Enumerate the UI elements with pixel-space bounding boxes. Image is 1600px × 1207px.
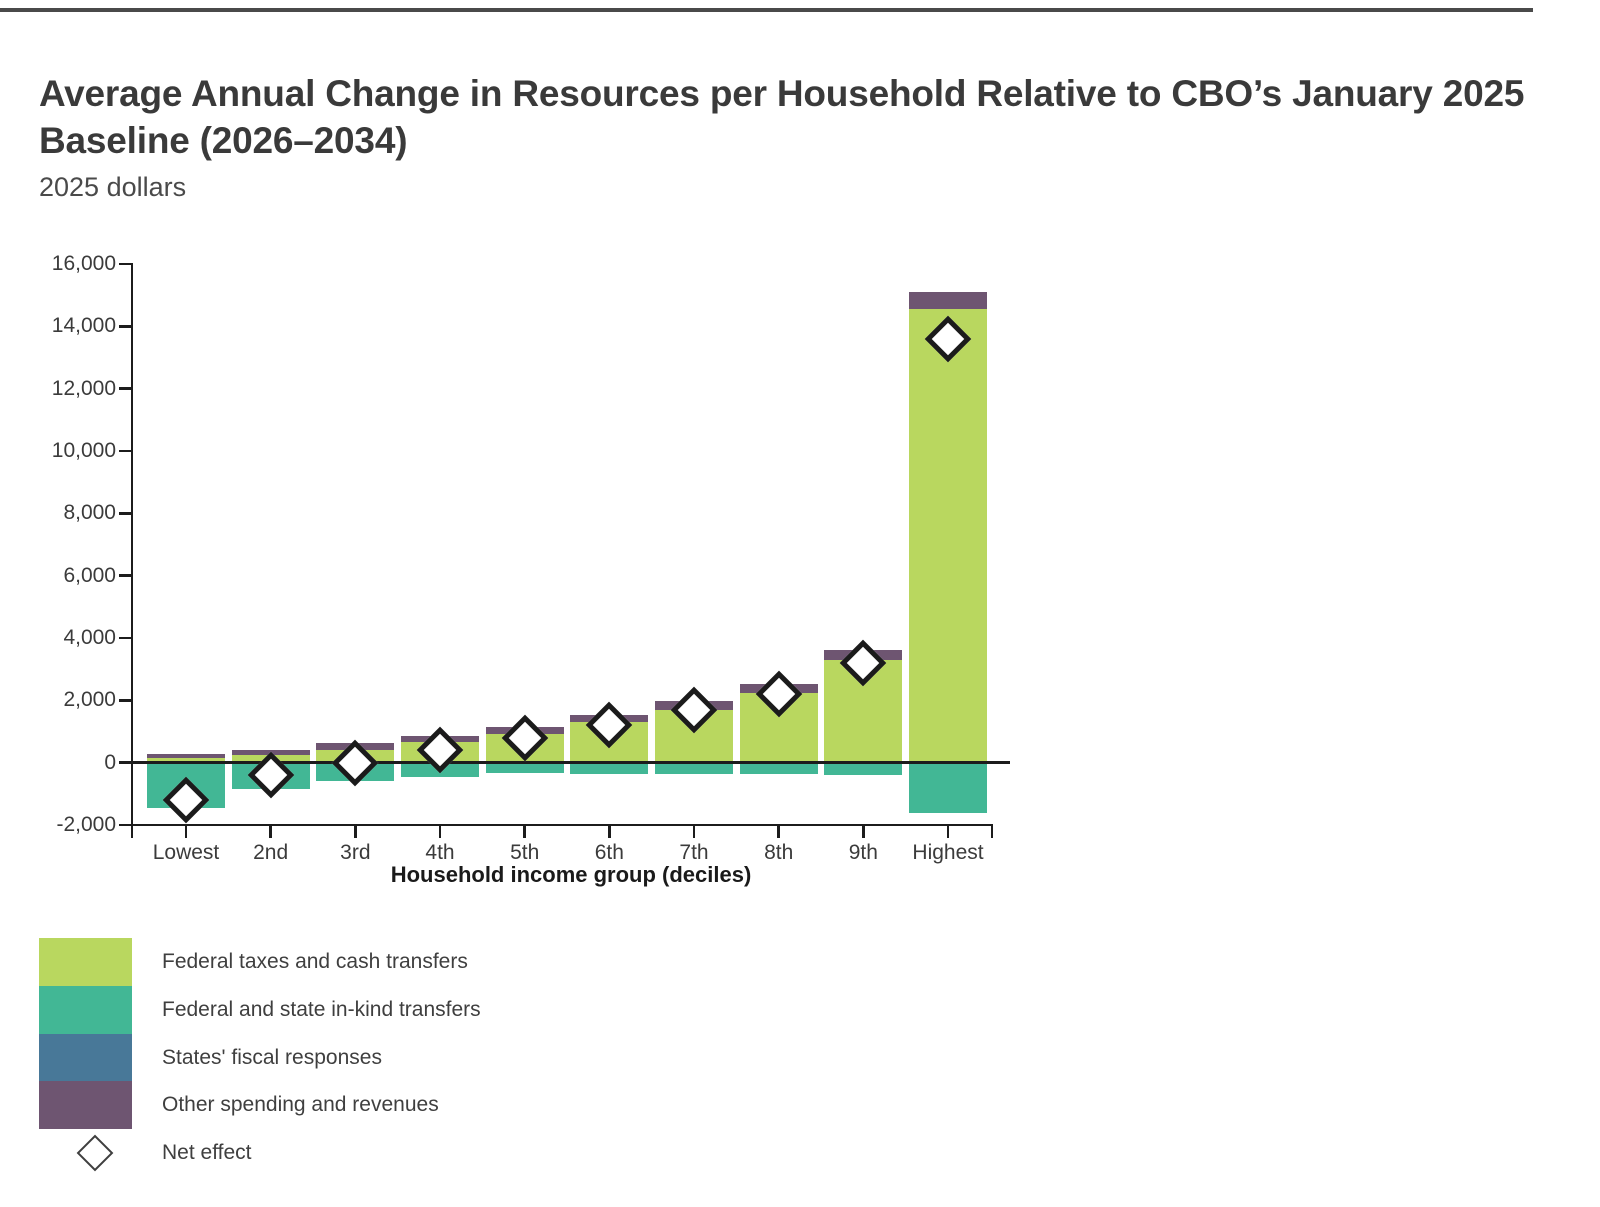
bar-segment-other-Highest — [909, 292, 988, 310]
y-tick — [119, 512, 132, 515]
legend-swatch-2 — [39, 985, 132, 1034]
x-tick-label: 8th — [764, 841, 794, 864]
y-tick — [119, 449, 132, 453]
x-tick-label: 6th — [594, 841, 624, 864]
top-divider — [0, 8, 1533, 12]
x-tick-label: Lowest — [152, 841, 220, 864]
bar-segment-taxes-cash-Lowest — [147, 757, 225, 763]
legend-swatch-1 — [39, 938, 132, 986]
x-tick-label: 4th — [425, 841, 455, 864]
x-tick-label: 9th — [848, 841, 878, 864]
legend-net-effect-icon — [76, 1134, 114, 1172]
chart-subtitle: 2025 dollars — [39, 172, 187, 202]
y-tick — [119, 262, 132, 266]
legend-label: Other spending and revenues — [162, 1093, 439, 1117]
bar-segment-inkind-5th — [485, 762, 564, 774]
chart-title: Average Annual Change in Resources per H… — [39, 70, 1529, 164]
chart-title-line1: Average Annual Change in Resources per H… — [39, 73, 1525, 114]
x-tick — [862, 825, 865, 838]
y-tick — [119, 823, 132, 827]
bar-segment-inkind-9th — [824, 762, 903, 776]
chart-title-line2: Baseline (2026–2034) — [39, 120, 408, 161]
bar-segment-inkind-8th — [739, 762, 818, 775]
x-tick — [777, 825, 780, 838]
y-tick — [119, 699, 132, 702]
x-tick — [269, 825, 272, 838]
bar-segment-other-Lowest — [147, 754, 225, 758]
legend-swatch-3 — [39, 1033, 132, 1082]
x-axis-spine — [130, 823, 993, 827]
x-axis-title: Household income group (deciles) — [390, 862, 752, 887]
y-tick-label: 10,000 — [51, 439, 116, 462]
y-tick-label: -2,000 — [56, 813, 116, 836]
y-tick — [119, 761, 132, 764]
x-tick — [438, 825, 442, 838]
y-tick — [119, 636, 132, 640]
zero-line — [132, 761, 1010, 764]
x-tick-label: Highest — [912, 841, 984, 864]
y-tick-label: 16,000 — [51, 252, 116, 275]
y-tick-label: 6,000 — [63, 563, 116, 587]
y-tick-label: 14,000 — [51, 314, 116, 338]
y-tick-label: 12,000 — [51, 376, 116, 400]
y-axis-spine — [130, 263, 134, 827]
x-tick-label: 7th — [679, 841, 709, 864]
legend-label: States' fiscal responses — [162, 1045, 382, 1069]
x-tick — [354, 825, 357, 838]
x-tick — [184, 825, 188, 838]
x-tick — [946, 825, 950, 838]
bar-segment-inkind-6th — [570, 762, 649, 775]
y-tick — [119, 325, 132, 328]
legend-label: Federal and state in-kind transfers — [162, 997, 481, 1021]
y-tick-label: 4,000 — [63, 626, 116, 649]
x-axis-end-tick — [990, 825, 993, 838]
x-tick — [608, 825, 611, 838]
x-tick — [692, 825, 696, 838]
bar-segment-inkind-Highest — [909, 762, 988, 813]
chart-legend: Federal taxes and cash transfers Federal … — [0, 0, 700, 1207]
y-tick-label: 8,000 — [63, 501, 116, 525]
legend-label: Federal taxes and cash transfers — [162, 950, 468, 973]
y-tick-label: 2,000 — [63, 688, 116, 712]
legend-swatch-4 — [39, 1081, 132, 1130]
legend-label: Net effect — [162, 1141, 252, 1164]
x-tick-label: 5th — [510, 841, 540, 864]
x-axis-end-tick — [130, 825, 134, 838]
bar-segment-inkind-7th — [655, 762, 734, 774]
bar-segment-taxes-cash-Highest — [909, 309, 988, 763]
y-tick — [119, 574, 132, 577]
x-tick-label: 2nd — [253, 841, 289, 864]
y-tick — [119, 387, 132, 390]
x-tick-label: 3rd — [340, 841, 371, 864]
y-tick-label: 0 — [104, 750, 116, 774]
x-tick — [523, 825, 526, 838]
